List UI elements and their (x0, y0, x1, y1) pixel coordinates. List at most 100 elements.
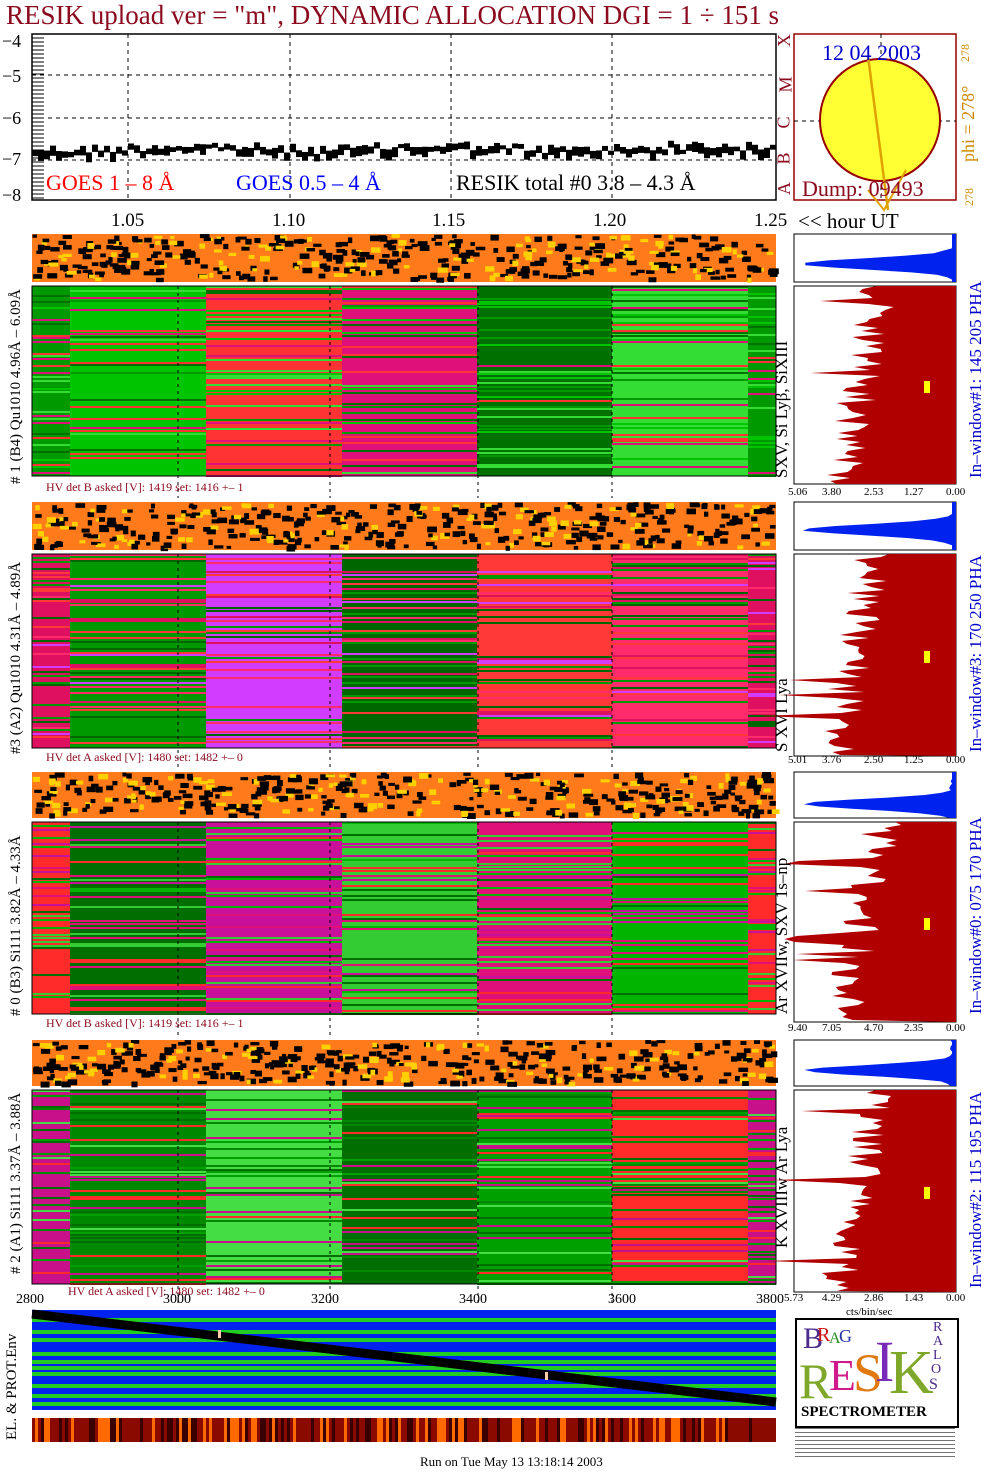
spectrum-line (206, 310, 342, 312)
spectrum-line (477, 416, 612, 418)
rate-speckle (335, 242, 343, 248)
spectrum-line (612, 1244, 748, 1246)
spectrum-line (748, 1211, 776, 1213)
rate-speckle (595, 243, 605, 250)
spectrum-line (342, 958, 477, 960)
spectrum-line (32, 915, 70, 917)
rate-speckle (296, 239, 307, 243)
spectrum-line (748, 297, 776, 299)
rate-speckle (752, 813, 761, 819)
spectrum-line (342, 638, 477, 640)
rate-speckle (548, 274, 558, 279)
spectrum-line (612, 322, 748, 324)
spectrum-line (342, 367, 477, 369)
env-strip-cell (383, 1418, 386, 1442)
spectrum-line (612, 438, 748, 440)
rate-speckle (182, 1074, 188, 1080)
spectrum-line (612, 673, 748, 675)
rate-speckle (337, 256, 344, 262)
rate-speckle (130, 1040, 140, 1044)
rate-speckle (164, 1047, 174, 1053)
spectrum-line (32, 1210, 70, 1212)
window-label: In–window#2: 115 195 PHA (966, 1091, 985, 1288)
spectrum-line (70, 1211, 206, 1213)
env-strip-cell (143, 1418, 146, 1442)
env-strip-cell (611, 1418, 614, 1442)
spectrum-line (206, 571, 342, 573)
spectrum-line (206, 827, 342, 829)
spectrum-line (70, 343, 206, 345)
rate-speckle (371, 270, 376, 277)
spectrum-line (748, 336, 776, 338)
rate-speckle (61, 1081, 71, 1088)
spectrum-line (477, 1145, 612, 1147)
rate-speckle (566, 1081, 576, 1087)
logo-letter: A (933, 1334, 944, 1349)
spectrum-line (748, 893, 776, 895)
rate-speckle (181, 510, 187, 516)
rate-speckle (246, 1048, 252, 1053)
rate-speckle (318, 273, 326, 279)
rate-speckle (325, 530, 334, 536)
rate-speckle (341, 1067, 351, 1072)
spectrum-line (32, 440, 70, 442)
spectrum-line (612, 638, 748, 640)
spectrum-line (477, 584, 612, 586)
rate-speckle (178, 537, 185, 542)
spectrum-line (477, 466, 612, 468)
rate-speckle (228, 252, 237, 257)
spectrum-line (477, 840, 612, 842)
env-strip-cell (395, 1418, 398, 1442)
env-strip-cell (32, 1418, 35, 1442)
rate-speckle (361, 779, 367, 785)
rate-speckle (613, 773, 619, 780)
goes-resik-bin (356, 146, 362, 157)
spectrum-line (477, 382, 612, 384)
spectrum-line (612, 598, 748, 600)
env-strip-cell (338, 1418, 341, 1442)
env-strip-cell (185, 1418, 188, 1442)
goes-resik-bin (572, 146, 578, 156)
rate-speckle (655, 786, 662, 792)
spectrum-line (612, 1141, 748, 1143)
rate-speckle (94, 244, 102, 250)
rate-speckle (126, 1042, 134, 1048)
spectrum-line (342, 1243, 477, 1245)
rate-speckle (222, 786, 233, 791)
spectrum-line (206, 1276, 342, 1278)
env-strip-cell (494, 1418, 497, 1442)
spectrum-line (32, 466, 70, 468)
spectrum-line (748, 1008, 776, 1010)
rate-speckle (104, 1072, 114, 1077)
rate-speckle (127, 509, 133, 513)
rate-speckle (151, 796, 160, 803)
spectrum-line (748, 1217, 776, 1219)
spectrum-line (342, 354, 477, 356)
rate-speckle (188, 251, 196, 258)
spectrum-line (32, 843, 70, 845)
spectrum-line (748, 962, 776, 964)
spectrum-line (32, 1197, 70, 1199)
spectrum-line (206, 961, 342, 963)
rate-speckle (396, 258, 402, 263)
env-strip-cell (620, 1418, 623, 1442)
spectrum-line (612, 319, 748, 321)
rate-speckle (153, 1063, 164, 1067)
rate-speckle (255, 1049, 262, 1056)
spectrum-line (70, 1154, 206, 1156)
rate-speckle (505, 545, 510, 551)
spectrum-line (748, 446, 776, 448)
spectrum-line (206, 620, 342, 622)
env-strip-cell (407, 1418, 410, 1442)
rate-speckle (593, 249, 603, 254)
rate-speckle (353, 1054, 360, 1059)
rate-speckle (390, 239, 398, 244)
rate-speckle (567, 272, 572, 278)
rate-speckle (105, 260, 112, 265)
rate-speckle (606, 532, 614, 537)
env-x-tick: 3200 (311, 1292, 339, 1307)
rate-speckle (115, 534, 125, 541)
goes-resik-bin (416, 147, 422, 155)
spectrum-line (748, 1243, 776, 1245)
spectrum-line (342, 1173, 477, 1175)
